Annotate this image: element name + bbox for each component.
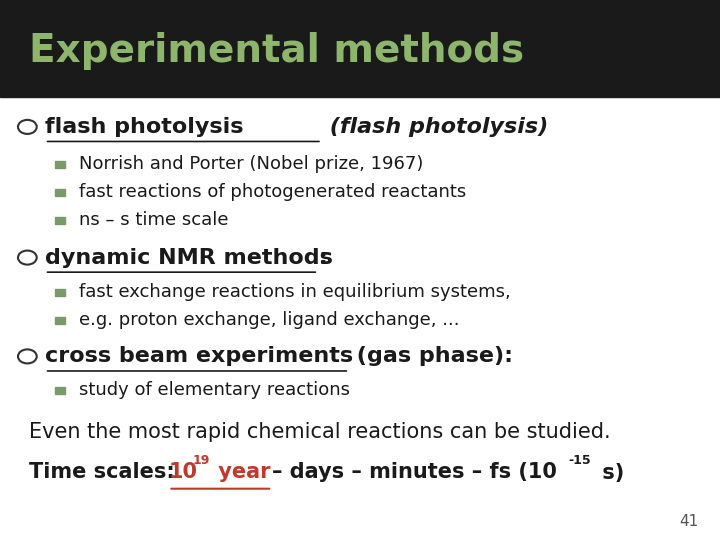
- Text: year: year: [211, 462, 278, 483]
- Text: s): s): [595, 462, 625, 483]
- Text: flash photolysis: flash photolysis: [45, 117, 243, 137]
- Text: dynamic NMR methods: dynamic NMR methods: [45, 247, 333, 268]
- Text: – days – minutes – fs (10: – days – minutes – fs (10: [272, 462, 557, 483]
- Bar: [55, 161, 65, 168]
- Text: e.g. proton exchange, ligand exchange, ...: e.g. proton exchange, ligand exchange, .…: [79, 310, 459, 329]
- Text: (flash photolysis): (flash photolysis): [322, 117, 548, 137]
- Text: fast exchange reactions in equilibrium systems,: fast exchange reactions in equilibrium s…: [79, 282, 511, 301]
- Text: fast reactions of photogenerated reactants: fast reactions of photogenerated reactan…: [79, 183, 467, 201]
- Text: cross beam experiments: cross beam experiments: [45, 346, 353, 367]
- Text: study of elementary reactions: study of elementary reactions: [79, 381, 350, 399]
- Text: Time scales:: Time scales:: [29, 462, 181, 483]
- Text: -15: -15: [569, 454, 591, 467]
- Text: 19: 19: [193, 454, 210, 467]
- Text: 10: 10: [168, 462, 197, 483]
- Bar: [55, 289, 65, 296]
- Text: Norrish and Porter (Nobel prize, 1967): Norrish and Porter (Nobel prize, 1967): [79, 154, 423, 173]
- Text: Experimental methods: Experimental methods: [29, 32, 524, 70]
- Text: Even the most rapid chemical reactions can be studied.: Even the most rapid chemical reactions c…: [29, 422, 611, 442]
- Bar: [55, 217, 65, 224]
- Text: ns – s time scale: ns – s time scale: [79, 211, 229, 229]
- Bar: [55, 317, 65, 324]
- Text: 41: 41: [679, 514, 698, 529]
- Bar: [55, 189, 65, 196]
- Text: :: :: [318, 247, 327, 268]
- Text: (gas phase):: (gas phase):: [349, 346, 513, 367]
- Bar: [0, 0, 720, 97]
- Bar: [55, 387, 65, 394]
